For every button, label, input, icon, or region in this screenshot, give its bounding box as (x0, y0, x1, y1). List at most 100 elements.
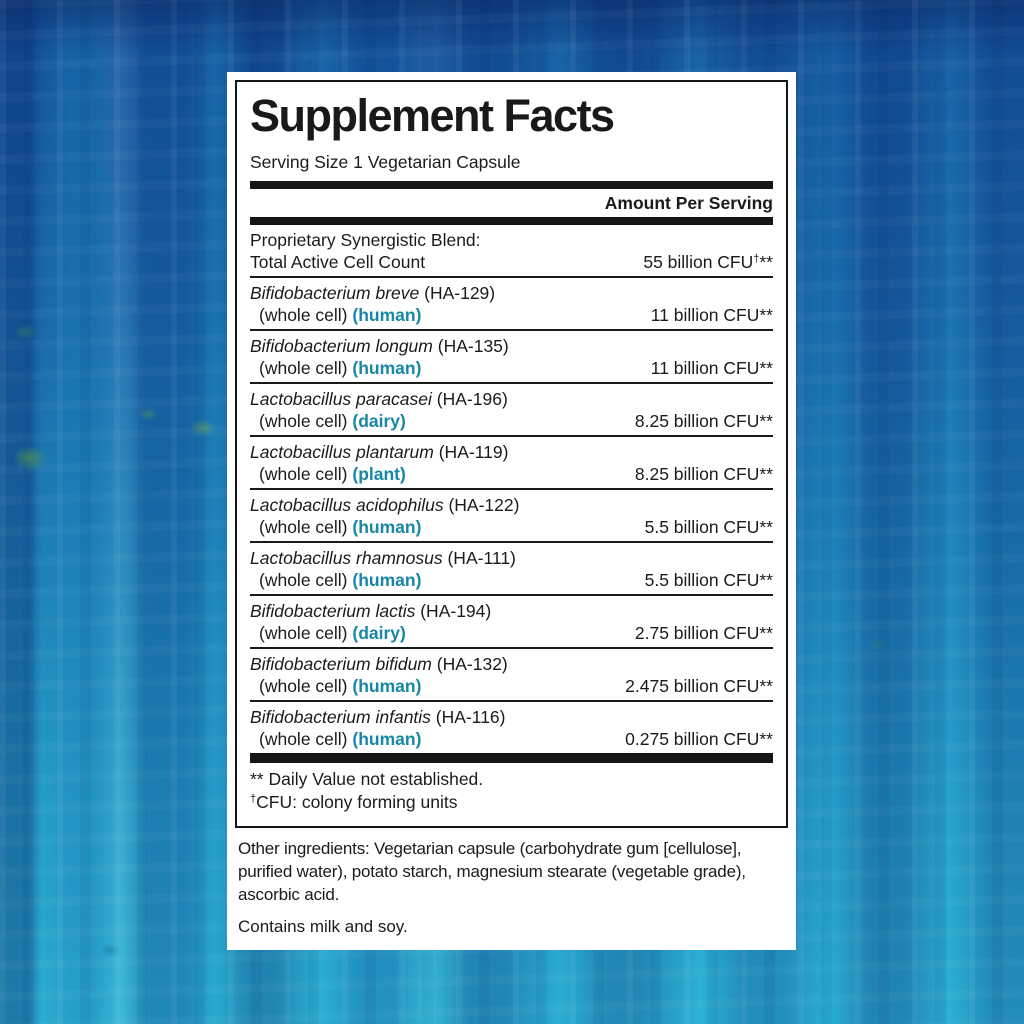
ingredient-amount: 5.5 billion CFU** (644, 570, 773, 590)
source-tag: (human) (352, 729, 422, 749)
divider-thick-top (250, 181, 773, 189)
dagger-mark: † (753, 253, 760, 265)
ingredient-amount: 11 billion CFU** (650, 358, 773, 378)
ingredient-row: Bifidobacterium breve (HA-129) (whole ce… (250, 278, 773, 331)
species-name: Lactobacillus plantarum (250, 442, 434, 462)
divider-thick-under-header (250, 217, 773, 225)
source-tag: (dairy) (352, 623, 406, 643)
below-panel-text: Other ingredients: Vegetarian capsule (c… (235, 828, 788, 938)
source-tag: (plant) (352, 464, 406, 484)
form-text: (whole cell) (259, 411, 348, 431)
form-text: (whole cell) (259, 464, 348, 484)
ingredient-amount: 8.25 billion CFU** (634, 464, 773, 484)
ingredient-name: Lactobacillus rhamnosus (HA-111) (whole … (250, 547, 637, 591)
strain-code: (HA-135) (437, 336, 509, 356)
species-name: Bifidobacterium bifidum (250, 654, 432, 674)
ingredient-name: Lactobacillus acidophilus (HA-122) (whol… (250, 494, 637, 538)
ingredient-row: Lactobacillus paracasei (HA-196) (whole … (250, 384, 773, 437)
serving-size-text: Serving Size 1 Vegetarian Capsule (250, 152, 521, 172)
blend-name-line2: Total Active Cell Count (250, 252, 426, 272)
species-name: Lactobacillus acidophilus (250, 495, 444, 515)
ingredient-name-line2: (whole cell) (human) (250, 516, 637, 538)
facts-panel: Supplement Facts Serving Size 1 Vegetari… (235, 80, 788, 828)
strain-code: (HA-194) (420, 601, 492, 621)
ingredient-amount: 5.5 billion CFU** (644, 517, 773, 537)
species-name: Bifidobacterium longum (250, 336, 433, 356)
source-tag: (human) (352, 358, 422, 378)
ingredient-amount: 2.75 billion CFU** (634, 623, 773, 643)
ingredient-name-line2: (whole cell) (plant) (250, 463, 627, 485)
ingredient-name-line2: (whole cell) (dairy) (250, 410, 627, 432)
source-tag: (dairy) (352, 411, 406, 431)
ingredient-row: Bifidobacterium longum (HA-135) (whole c… (250, 331, 773, 384)
footnotes: ** Daily Value not established. †CFU: co… (250, 763, 773, 818)
source-tag: (human) (352, 570, 422, 590)
ingredient-name-line1: Bifidobacterium longum (HA-135) (250, 335, 643, 357)
form-text: (whole cell) (259, 358, 348, 378)
form-text: (whole cell) (259, 305, 348, 325)
ingredient-name-line1: Bifidobacterium breve (HA-129) (250, 282, 643, 304)
species-name: Bifidobacterium lactis (250, 601, 416, 621)
strain-code: (HA-196) (436, 389, 508, 409)
ingredient-name-line2: (whole cell) (human) (250, 304, 643, 326)
ingredient-name-line1: Lactobacillus paracasei (HA-196) (250, 388, 627, 410)
ingredient-row: Bifidobacterium infantis (HA-116) (whole… (250, 702, 773, 753)
footnote-daily-value: ** Daily Value not established. (250, 769, 484, 789)
ingredient-name-line1: Bifidobacterium bifidum (HA-132) (250, 653, 617, 675)
blend-row: Proprietary Synergistic Blend: Total Act… (250, 225, 773, 278)
footnote-cfu-text: CFU: colony forming units (256, 792, 458, 812)
species-name: Lactobacillus rhamnosus (250, 548, 443, 568)
ingredient-amount: 11 billion CFU** (650, 305, 773, 325)
form-text: (whole cell) (259, 570, 348, 590)
form-text: (whole cell) (259, 517, 348, 537)
ingredient-name: Bifidobacterium bifidum (HA-132) (whole … (250, 653, 617, 697)
blend-name: Proprietary Synergistic Blend: Total Act… (250, 229, 635, 273)
strain-code: (HA-116) (435, 707, 506, 727)
form-text: (whole cell) (259, 676, 348, 696)
strain-code: (HA-122) (448, 495, 520, 515)
dagger-mark: † (250, 793, 257, 805)
ingredient-name-line1: Lactobacillus acidophilus (HA-122) (250, 494, 637, 516)
ingredient-amount: 0.275 billion CFU** (625, 729, 773, 749)
blend-amount-value: 55 billion CFU (643, 252, 754, 272)
ingredient-amount: 2.475 billion CFU** (625, 676, 773, 696)
ingredient-name-line2: (whole cell) (dairy) (250, 622, 627, 644)
ingredient-rows: Bifidobacterium breve (HA-129) (whole ce… (250, 278, 773, 753)
ingredient-name-line1: Bifidobacterium infantis (HA-116) (250, 706, 617, 728)
ingredient-name-line2: (whole cell) (human) (250, 728, 617, 750)
blend-amount-asterisks: ** (759, 252, 773, 272)
strain-code: (HA-129) (424, 283, 496, 303)
ingredient-name-line2: (whole cell) (human) (250, 357, 643, 379)
allergen-statement: Contains milk and soy. (238, 917, 408, 936)
species-name: Bifidobacterium infantis (250, 707, 431, 727)
ingredient-name: Lactobacillus plantarum (HA-119) (whole … (250, 441, 627, 485)
ingredient-row: Lactobacillus acidophilus (HA-122) (whol… (250, 490, 773, 543)
ingredient-row: Bifidobacterium lactis (HA-194) (whole c… (250, 596, 773, 649)
strain-code: (HA-132) (436, 654, 508, 674)
source-tag: (human) (352, 676, 422, 696)
source-tag: (human) (352, 517, 422, 537)
species-name: Lactobacillus paracasei (250, 389, 432, 409)
ingredient-name-line2: (whole cell) (human) (250, 675, 617, 697)
blend-amount: 55 billion CFU†** (635, 251, 773, 273)
other-ingredients-text: Other ingredients: Vegetarian capsule (c… (238, 839, 746, 904)
ingredient-name: Lactobacillus paracasei (HA-196) (whole … (250, 388, 627, 432)
ingredient-name-line1: Bifidobacterium lactis (HA-194) (250, 600, 627, 622)
ingredient-row: Bifidobacterium bifidum (HA-132) (whole … (250, 649, 773, 702)
ingredient-name: Bifidobacterium longum (HA-135) (whole c… (250, 335, 643, 379)
supplement-facts-label: Supplement Facts Serving Size 1 Vegetari… (227, 72, 796, 950)
ingredient-name: Bifidobacterium infantis (HA-116) (whole… (250, 706, 617, 750)
divider-thick-bottom (250, 753, 773, 763)
blend-name-line1: Proprietary Synergistic Blend: (250, 230, 481, 250)
strain-code: (HA-119) (438, 442, 509, 462)
ingredient-name-line1: Lactobacillus plantarum (HA-119) (250, 441, 627, 463)
ingredient-row: Lactobacillus rhamnosus (HA-111) (whole … (250, 543, 773, 596)
ingredient-amount: 8.25 billion CFU** (634, 411, 773, 431)
strain-code: (HA-111) (447, 548, 516, 568)
ingredient-name-line1: Lactobacillus rhamnosus (HA-111) (250, 547, 637, 569)
ingredient-name: Bifidobacterium breve (HA-129) (whole ce… (250, 282, 643, 326)
species-name: Bifidobacterium breve (250, 283, 420, 303)
amount-per-serving-header: Amount Per Serving (604, 193, 773, 213)
panel-title: Supplement Facts (250, 90, 615, 141)
ingredient-name: Bifidobacterium lactis (HA-194) (whole c… (250, 600, 627, 644)
